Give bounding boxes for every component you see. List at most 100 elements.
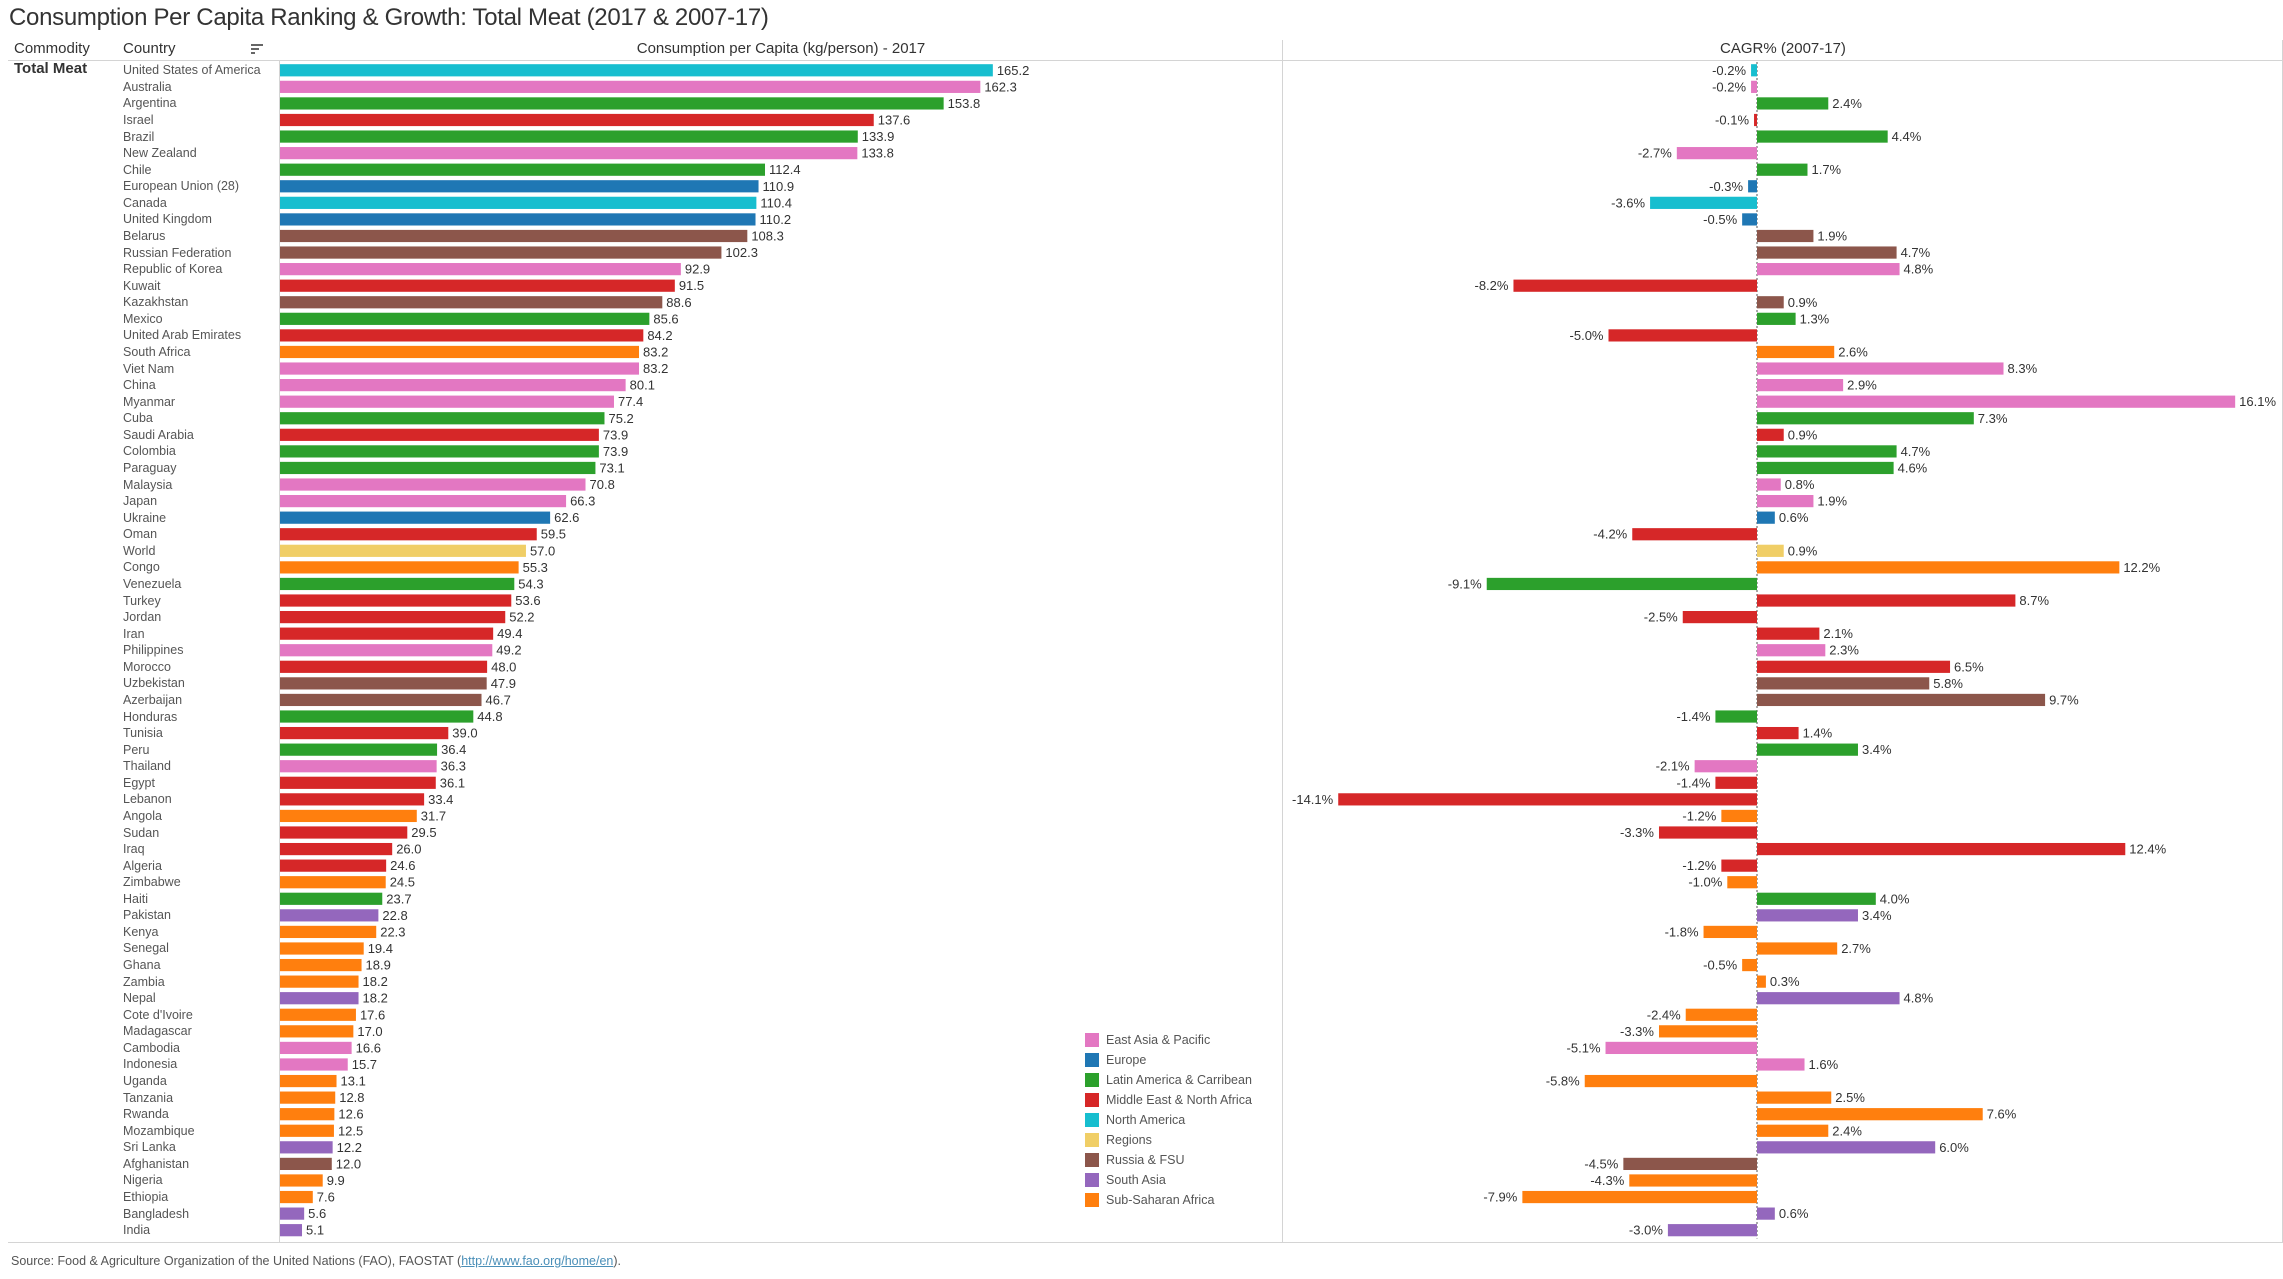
cagr-bar[interactable] [1757, 660, 1951, 673]
country-label[interactable]: Brazil [123, 129, 155, 144]
country-label[interactable]: Canada [123, 195, 167, 210]
consumption-bar[interactable] [280, 428, 599, 441]
cagr-bar[interactable] [1757, 743, 1858, 756]
country-label[interactable]: Japan [123, 494, 158, 509]
consumption-bar[interactable] [280, 958, 362, 972]
cagr-bar[interactable] [1757, 644, 1826, 657]
cagr-bar[interactable] [1757, 1091, 1832, 1104]
consumption-bar[interactable] [280, 1008, 356, 1021]
cagr-bar[interactable] [1650, 196, 1757, 209]
country-label[interactable]: Bangladesh [123, 1206, 190, 1221]
country-label[interactable]: Viet Nam [123, 361, 175, 376]
consumption-bar[interactable] [280, 1224, 303, 1237]
cagr-bar[interactable] [1751, 80, 1757, 93]
consumption-bar[interactable] [280, 925, 377, 939]
country-label[interactable]: Venezuela [123, 576, 182, 591]
cagr-bar[interactable] [1623, 1157, 1757, 1171]
cagr-bar[interactable] [1757, 511, 1775, 524]
country-label[interactable]: Philippines [123, 643, 184, 658]
cagr-bar[interactable] [1715, 776, 1757, 789]
consumption-bar[interactable] [280, 163, 766, 176]
country-label[interactable]: China [123, 378, 156, 393]
consumption-bar[interactable] [280, 660, 488, 673]
consumption-bar[interactable] [280, 1157, 332, 1171]
cagr-bar[interactable] [1757, 892, 1876, 905]
cagr-bar[interactable] [1522, 1190, 1757, 1204]
cagr-bar[interactable] [1715, 710, 1757, 723]
cagr-bar[interactable] [1757, 246, 1897, 259]
country-label[interactable]: Republic of Korea [123, 262, 223, 277]
consumption-bar[interactable] [280, 1025, 354, 1038]
country-label[interactable]: Saudi Arabia [123, 427, 194, 442]
consumption-bar[interactable] [280, 726, 449, 740]
legend-item[interactable]: Latin America & Carribean [1085, 1070, 1252, 1090]
country-label[interactable]: Israel [123, 112, 154, 127]
consumption-bar[interactable] [280, 461, 596, 475]
country-label[interactable]: Nigeria [123, 1173, 163, 1188]
consumption-bar[interactable] [280, 229, 748, 243]
cagr-bar[interactable] [1676, 147, 1757, 160]
cagr-bar[interactable] [1757, 97, 1829, 110]
consumption-bar[interactable] [280, 1074, 337, 1088]
country-label[interactable]: New Zealand [123, 146, 197, 161]
cagr-bar[interactable] [1757, 296, 1784, 309]
cagr-bar[interactable] [1757, 263, 1900, 276]
country-label[interactable]: Russian Federation [123, 245, 232, 260]
country-label[interactable]: Zimbabwe [123, 875, 181, 890]
consumption-bar[interactable] [280, 610, 506, 624]
consumption-bar[interactable] [280, 528, 537, 541]
country-label[interactable]: Iraq [123, 842, 145, 857]
legend-item[interactable]: Europe [1085, 1050, 1252, 1070]
consumption-bar[interactable] [280, 909, 379, 922]
consumption-bar[interactable] [280, 776, 436, 789]
cagr-bar[interactable] [1757, 461, 1894, 475]
country-label[interactable]: Mexico [123, 311, 163, 326]
consumption-bar[interactable] [280, 809, 417, 823]
cagr-bar[interactable] [1703, 925, 1757, 939]
country-label[interactable]: Kazakhstan [123, 295, 189, 310]
consumption-bar[interactable] [280, 379, 626, 392]
consumption-bar[interactable] [280, 544, 526, 557]
consumption-bar[interactable] [280, 826, 408, 839]
consumption-bar[interactable] [280, 1058, 348, 1071]
legend-item[interactable]: Middle East & North Africa [1085, 1090, 1252, 1110]
consumption-bar[interactable] [280, 312, 650, 325]
consumption-bar[interactable] [280, 395, 614, 408]
cagr-bar[interactable] [1757, 428, 1784, 441]
sort-descending-icon[interactable] [250, 42, 264, 56]
cagr-bar[interactable] [1757, 561, 2120, 574]
country-label[interactable]: Ukraine [123, 510, 167, 525]
country-label[interactable]: Australia [123, 79, 172, 94]
cagr-bar[interactable] [1721, 859, 1757, 872]
legend-item[interactable]: Sub-Saharan Africa [1085, 1190, 1252, 1210]
country-label[interactable]: Egypt [123, 775, 155, 790]
cagr-bar[interactable] [1608, 329, 1758, 342]
country-header[interactable]: Country [123, 40, 176, 57]
country-label[interactable]: Haiti [123, 891, 149, 906]
consumption-bar[interactable] [280, 362, 640, 375]
cagr-bar[interactable] [1486, 577, 1757, 591]
consumption-bar[interactable] [280, 677, 487, 690]
country-label[interactable]: Congo [123, 560, 160, 575]
cagr-bar[interactable] [1757, 1141, 1936, 1154]
country-label[interactable]: Myanmar [123, 394, 176, 409]
country-label[interactable]: Turkey [123, 593, 161, 608]
consumption-bar[interactable] [280, 80, 981, 93]
country-label[interactable]: Zambia [123, 974, 165, 989]
country-label[interactable]: Indonesia [123, 1057, 178, 1072]
country-label[interactable]: Malaysia [123, 477, 173, 492]
consumption-bar[interactable] [280, 876, 386, 889]
country-label[interactable]: United States of America [123, 63, 261, 78]
country-label[interactable]: Iran [123, 626, 145, 641]
consumption-bar[interactable] [280, 1124, 334, 1137]
consumption-bar[interactable] [280, 279, 675, 292]
cagr-bar[interactable] [1757, 229, 1814, 243]
consumption-bar[interactable] [280, 1174, 323, 1187]
consumption-bar[interactable] [280, 1041, 352, 1055]
cagr-bar[interactable] [1629, 1174, 1757, 1187]
cagr-bar[interactable] [1757, 312, 1796, 325]
consumption-bar[interactable] [280, 412, 605, 425]
consumption-bar[interactable] [280, 113, 874, 127]
country-label[interactable]: Peru [123, 742, 150, 757]
cagr-bar[interactable] [1757, 975, 1766, 988]
